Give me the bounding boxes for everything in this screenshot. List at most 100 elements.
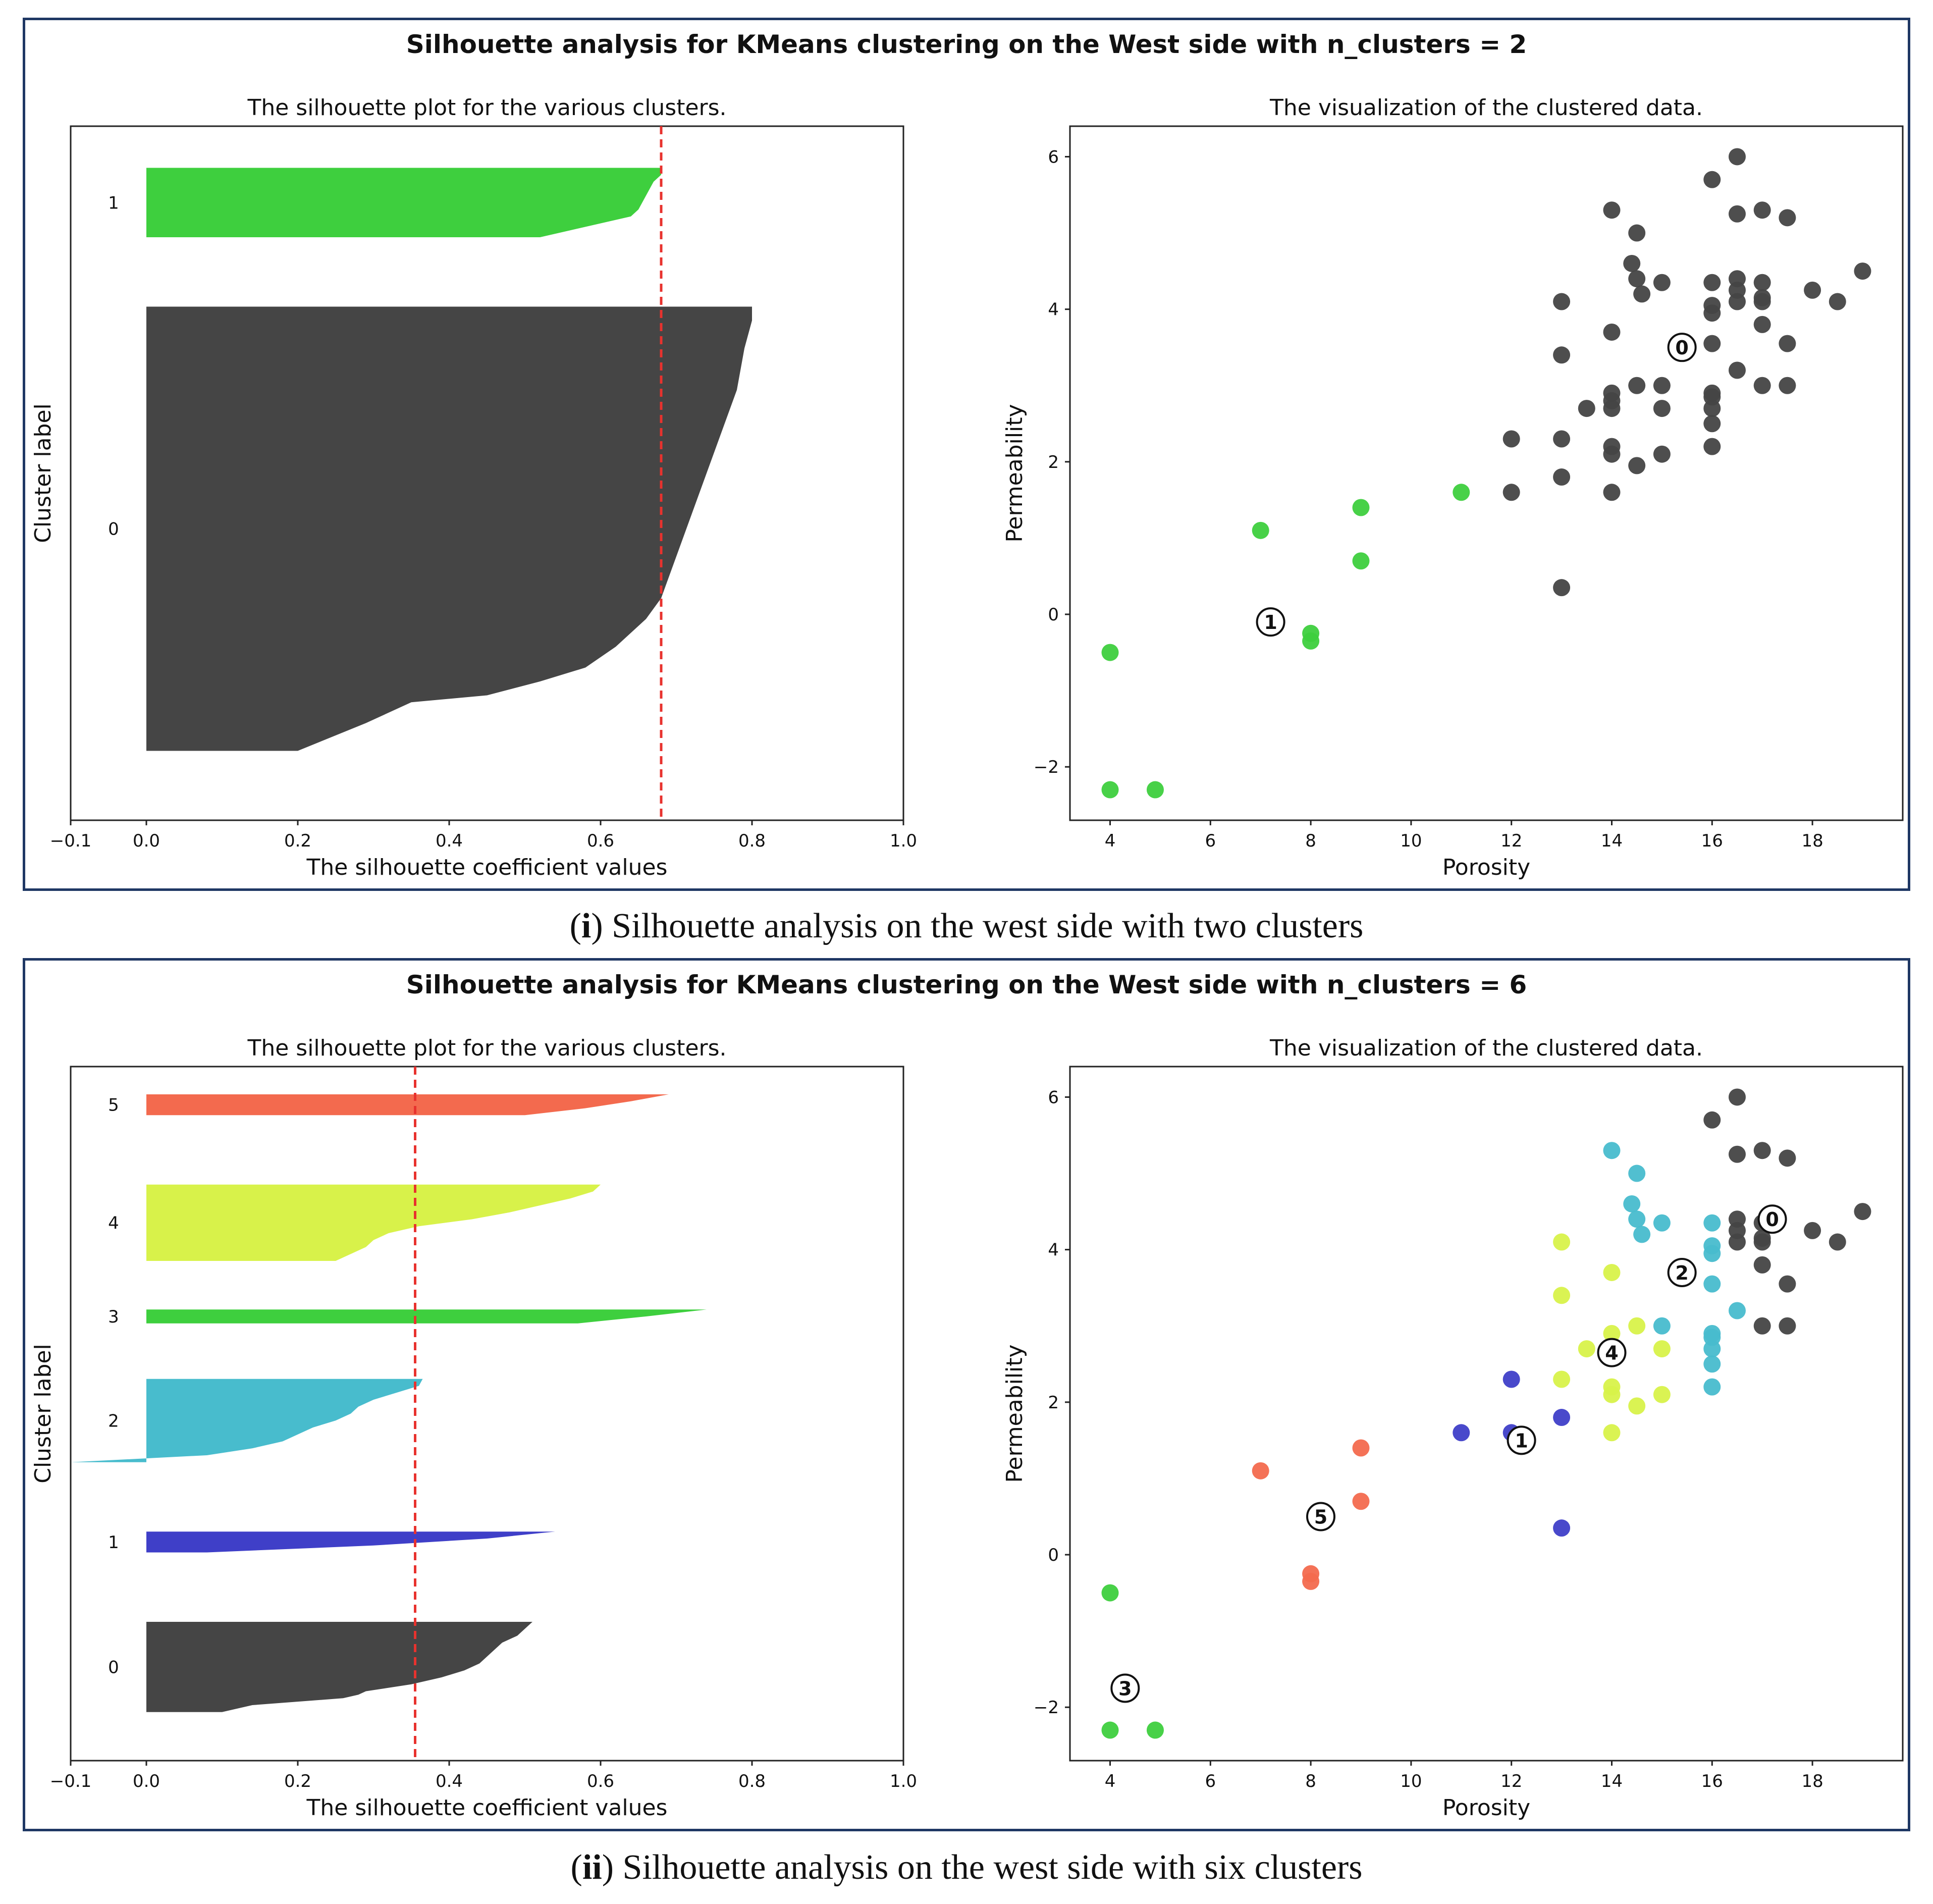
scatter-point-cluster-0 bbox=[1779, 1149, 1796, 1167]
cluster-center-label-3: 3 bbox=[1118, 1677, 1132, 1700]
cluster-center-label-0: 0 bbox=[1765, 1208, 1779, 1231]
cluster-center-label-1: 1 bbox=[1515, 1430, 1528, 1452]
scatter-point-cluster-2 bbox=[1603, 1142, 1621, 1159]
scatter-plot-frame bbox=[1069, 125, 1904, 821]
scatter-point-cluster-0 bbox=[1603, 484, 1621, 501]
scatter-point-cluster-0 bbox=[1628, 270, 1646, 288]
silhouette-cluster-1 bbox=[146, 1531, 555, 1553]
scatter-point-cluster-0 bbox=[1703, 304, 1721, 322]
x-tick-label: 10 bbox=[1400, 1771, 1422, 1791]
scatter-point-cluster-0 bbox=[1603, 201, 1621, 219]
scatter-point-cluster-5 bbox=[1302, 1572, 1320, 1590]
scatter-point-cluster-0 bbox=[1653, 274, 1671, 291]
scatter-point-cluster-4 bbox=[1653, 1386, 1671, 1403]
scatter-point-cluster-0 bbox=[1779, 1275, 1796, 1293]
scatter-point-cluster-0 bbox=[1703, 1111, 1721, 1129]
scatter-point-cluster-1 bbox=[1553, 1409, 1571, 1426]
x-tick-label: 0.0 bbox=[133, 1771, 160, 1791]
scatter-point-cluster-1 bbox=[1453, 484, 1470, 501]
scatter-point-cluster-0 bbox=[1753, 315, 1771, 333]
scatter-point-cluster-4 bbox=[1628, 1317, 1646, 1335]
y-tick-label: 4 bbox=[1048, 1240, 1059, 1260]
scatter-point-cluster-4 bbox=[1553, 1370, 1571, 1388]
scatter-point-cluster-0 bbox=[1753, 1142, 1771, 1159]
silhouette-x-axis-label: The silhouette coefficient values bbox=[306, 1795, 668, 1821]
figure-two-clusters: Silhouette analysis for KMeans clusterin… bbox=[30, 30, 1904, 880]
x-tick-label: 6 bbox=[1205, 831, 1216, 851]
scatter-point-cluster-4 bbox=[1603, 1263, 1621, 1281]
cluster-label-3: 3 bbox=[108, 1307, 119, 1327]
scatter-point-cluster-1 bbox=[1553, 1519, 1571, 1537]
scatter-point-cluster-2 bbox=[1633, 1226, 1651, 1243]
x-tick-label: 1.0 bbox=[890, 831, 917, 851]
cluster-label-0: 0 bbox=[108, 519, 119, 540]
scatter-point-cluster-4 bbox=[1553, 1287, 1571, 1304]
scatter-point-cluster-0 bbox=[1854, 262, 1871, 280]
scatter-point-cluster-5 bbox=[1352, 1439, 1370, 1457]
x-tick-label: 14 bbox=[1601, 1771, 1623, 1791]
scatter-point-cluster-0 bbox=[1623, 254, 1641, 272]
x-tick-label: 10 bbox=[1400, 831, 1422, 851]
scatter-point-cluster-0 bbox=[1779, 377, 1796, 394]
scatter-point-cluster-1 bbox=[1146, 781, 1164, 799]
scatter-point-cluster-0 bbox=[1653, 445, 1671, 463]
cluster-center-2 bbox=[1667, 1257, 1697, 1287]
y-tick-label: 0 bbox=[1048, 605, 1059, 625]
scatter-point-cluster-0 bbox=[1779, 209, 1796, 227]
scatter-y-axis-label: Permeability bbox=[1002, 1344, 1028, 1483]
x-tick-label: 12 bbox=[1500, 1771, 1522, 1791]
cluster-center-label-5: 5 bbox=[1314, 1506, 1327, 1528]
cluster-center-1 bbox=[1507, 1425, 1536, 1455]
figure-six-clusters: Silhouette analysis for KMeans clusterin… bbox=[30, 970, 1904, 1821]
cluster-label-1: 1 bbox=[108, 1532, 119, 1553]
x-tick-label: 0.4 bbox=[436, 1771, 463, 1791]
scatter-point-cluster-0 bbox=[1703, 415, 1721, 433]
scatter-point-cluster-2 bbox=[1628, 1165, 1646, 1182]
scatter-point-cluster-0 bbox=[1728, 205, 1746, 223]
scatter-point-cluster-0 bbox=[1829, 293, 1846, 310]
silhouette-cluster-2 bbox=[71, 1379, 423, 1462]
scatter-point-cluster-3 bbox=[1101, 1584, 1119, 1602]
scatter-point-cluster-2 bbox=[1703, 1275, 1721, 1293]
x-tick-label: 0.0 bbox=[133, 831, 160, 851]
scatter-point-cluster-1 bbox=[1252, 521, 1269, 539]
caption-six-clusters: (ii) Silhouette analysis on the west sid… bbox=[570, 1848, 1363, 1887]
scatter-point-cluster-0 bbox=[1753, 1233, 1771, 1251]
scatter-point-cluster-0 bbox=[1553, 579, 1571, 597]
scatter-point-cluster-0 bbox=[1829, 1233, 1846, 1251]
cluster-center-label-0: 0 bbox=[1675, 337, 1688, 359]
silhouette-cluster-1 bbox=[146, 168, 661, 237]
scatter-x-axis-label: Porosity bbox=[1442, 1795, 1530, 1821]
x-tick-label: 0.6 bbox=[587, 831, 614, 851]
x-tick-label: 18 bbox=[1801, 1771, 1823, 1791]
scatter-point-cluster-0 bbox=[1628, 377, 1646, 394]
scatter-subtitle: The visualization of the clustered data. bbox=[1269, 1035, 1703, 1061]
cluster-label-4: 4 bbox=[108, 1213, 119, 1233]
scatter-point-cluster-4 bbox=[1578, 1340, 1595, 1358]
scatter-point-cluster-4 bbox=[1603, 1386, 1621, 1403]
scatter-point-cluster-0 bbox=[1728, 1088, 1746, 1106]
scatter-point-cluster-2 bbox=[1703, 1378, 1721, 1396]
cluster-center-5 bbox=[1306, 1502, 1335, 1531]
scatter-point-cluster-2 bbox=[1623, 1195, 1641, 1212]
scatter-point-cluster-0 bbox=[1703, 171, 1721, 188]
scatter-point-cluster-2 bbox=[1703, 1340, 1721, 1358]
x-tick-label: 0.8 bbox=[738, 831, 766, 851]
scatter-point-cluster-0 bbox=[1753, 1317, 1771, 1335]
scatter-point-cluster-2 bbox=[1728, 1302, 1746, 1319]
scatter-point-cluster-2 bbox=[1653, 1214, 1671, 1232]
cluster-label-2: 2 bbox=[108, 1411, 119, 1431]
scatter-point-cluster-0 bbox=[1753, 274, 1771, 291]
scatter-point-cluster-0 bbox=[1753, 1256, 1771, 1274]
cluster-label-1: 1 bbox=[108, 193, 119, 213]
y-tick-label: 2 bbox=[1048, 452, 1059, 472]
silhouette-cluster-3 bbox=[146, 1309, 707, 1324]
y-tick-label: −2 bbox=[1034, 757, 1059, 777]
x-tick-label: 18 bbox=[1801, 831, 1823, 851]
x-tick-label: 1.0 bbox=[890, 1771, 917, 1791]
scatter-point-cluster-0 bbox=[1628, 457, 1646, 474]
scatter-point-cluster-2 bbox=[1703, 1214, 1721, 1232]
cluster-label-0: 0 bbox=[108, 1657, 119, 1677]
scatter-point-cluster-0 bbox=[1728, 1233, 1746, 1251]
caption-two-clusters: (i) Silhouette analysis on the west side… bbox=[569, 907, 1364, 945]
